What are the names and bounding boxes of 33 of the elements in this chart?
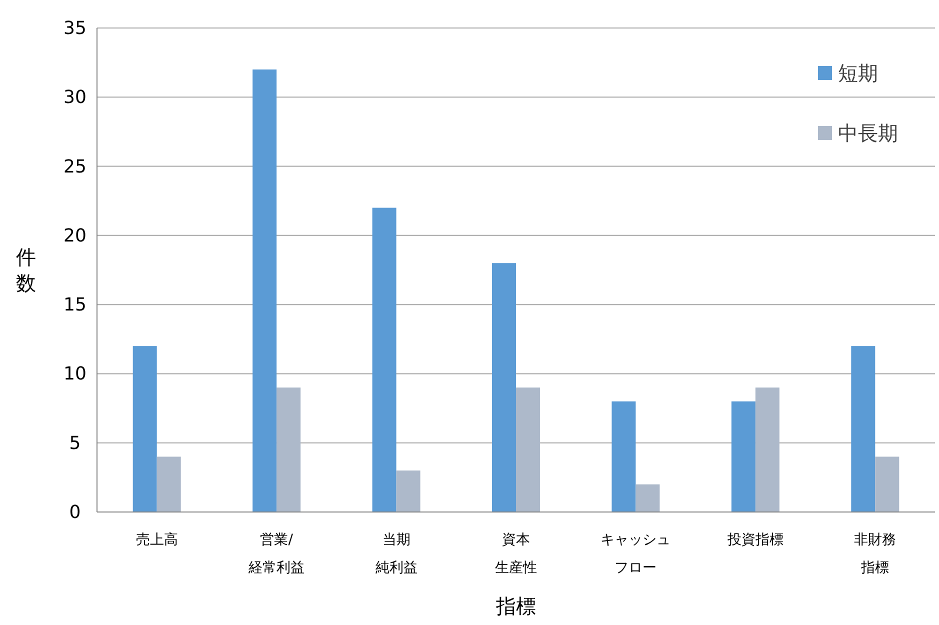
y-tick-label: 30	[64, 87, 86, 108]
bar	[156, 456, 181, 512]
y-tick-label: 25	[64, 156, 86, 178]
bar	[132, 346, 157, 512]
legend-label: 中長期	[838, 121, 898, 145]
y-tick-label: 15	[64, 294, 86, 316]
y-tick-label: 10	[64, 364, 86, 385]
y-tick-label: 20	[64, 225, 86, 246]
x-tick-label: 非財務指標	[854, 532, 896, 576]
bar	[612, 401, 636, 512]
bar	[516, 388, 540, 512]
x-tick-label: 資本生産性	[495, 532, 537, 576]
bar	[636, 484, 660, 512]
x-tick-label: 営業/経常利益	[248, 532, 305, 576]
bar	[372, 208, 396, 512]
x-tick-label: 投資指標	[726, 532, 784, 548]
y-axis-title: 件数	[16, 245, 36, 295]
y-tick-label: 0	[69, 502, 81, 523]
y-tick-label: 35	[64, 18, 86, 39]
x-tick-label: 売上高	[136, 532, 178, 548]
y-tick-label: 5	[69, 432, 81, 454]
bar	[396, 470, 420, 512]
bar	[731, 401, 756, 512]
bar	[755, 388, 780, 512]
bar	[875, 456, 900, 512]
bar	[492, 263, 516, 512]
bar	[252, 69, 277, 512]
x-tick-label: 当期純利益	[375, 532, 418, 576]
bar	[851, 346, 876, 512]
legend-label: 短期	[838, 61, 878, 85]
x-tick-label: キャッシュフロー	[600, 532, 671, 576]
x-axis-title: 指標	[495, 594, 536, 618]
bar	[276, 388, 301, 512]
